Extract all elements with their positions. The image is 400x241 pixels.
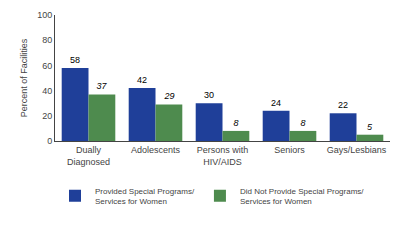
svg-text:DuallyDiagnosed: DuallyDiagnosed (67, 145, 110, 167)
svg-text:58: 58 (70, 55, 80, 65)
svg-text:22: 22 (338, 100, 348, 110)
svg-text:80: 80 (42, 35, 52, 45)
svg-text:100: 100 (37, 10, 52, 20)
svg-text:8: 8 (300, 118, 305, 128)
svg-text:24: 24 (271, 98, 281, 108)
svg-text:5: 5 (367, 122, 373, 132)
svg-text:29: 29 (163, 91, 174, 101)
svg-text:37: 37 (96, 81, 107, 91)
svg-text:60: 60 (42, 61, 52, 71)
svg-text:8: 8 (233, 118, 238, 128)
svg-text:Persons withHIV/AIDS: Persons withHIV/AIDS (197, 145, 249, 167)
svg-text:Adolescents: Adolescents (131, 145, 181, 155)
svg-text:Percent of Facilities: Percent of Facilities (19, 38, 29, 117)
svg-text:Provided Special Programs/Serv: Provided Special Programs/Services for W… (95, 187, 195, 206)
svg-text:40: 40 (42, 86, 52, 96)
svg-text:Did Not Provide Special Progra: Did Not Provide Special Programs/Service… (240, 187, 364, 206)
svg-text:Seniors: Seniors (274, 145, 305, 155)
svg-text:Gays/Lesbians: Gays/Lesbians (327, 145, 387, 155)
svg-text:20: 20 (42, 111, 52, 121)
svg-text:42: 42 (137, 75, 147, 85)
svg-text:30: 30 (204, 90, 214, 100)
svg-text:0: 0 (47, 136, 52, 146)
